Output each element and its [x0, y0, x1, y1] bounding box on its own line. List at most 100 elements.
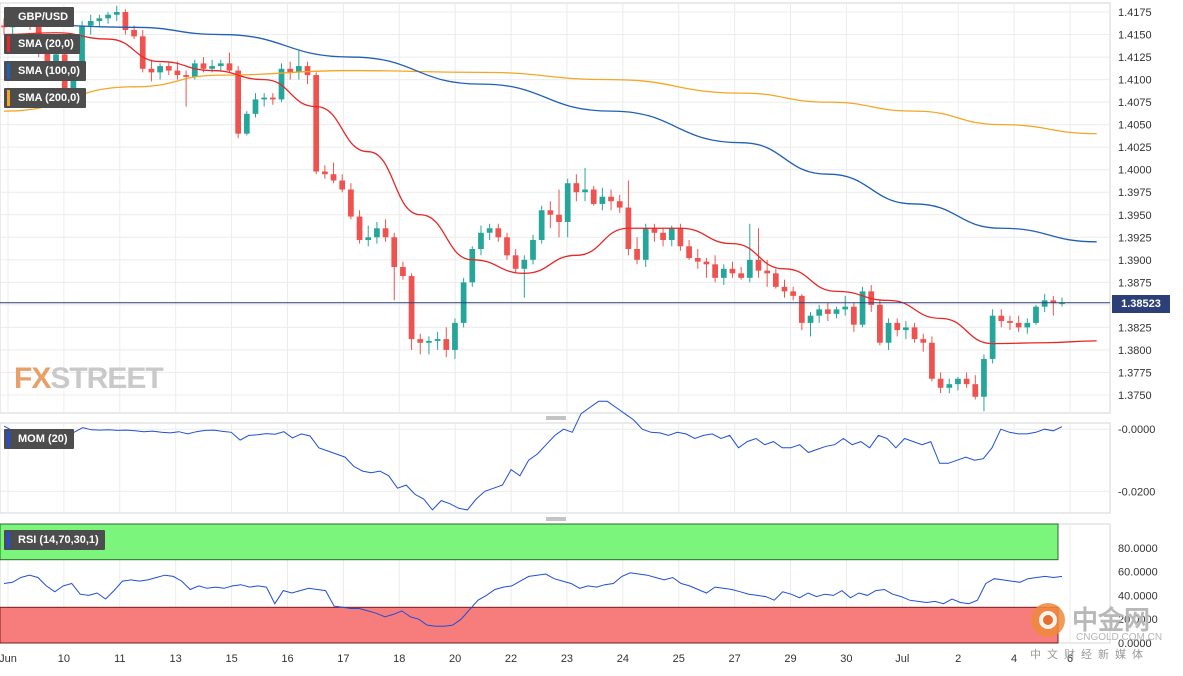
candle-body	[851, 306, 857, 325]
candle-body	[720, 268, 727, 278]
candle-body	[295, 66, 302, 73]
sma200-legend[interactable]: SMA (200,0)	[4, 88, 86, 108]
watermark-fx: FX	[14, 362, 51, 395]
y-tick-label: 1.4075	[1118, 97, 1152, 109]
sma200-swatch	[7, 90, 10, 106]
candle-body	[1050, 300, 1057, 304]
candle-body	[547, 210, 554, 215]
candle-body	[200, 63, 207, 69]
candle-body	[642, 228, 649, 260]
symbol-legend[interactable]: GBP/USD	[4, 7, 75, 27]
candle-body	[434, 339, 441, 341]
candle-body	[165, 66, 172, 71]
candle-body	[807, 315, 814, 323]
y-tick-label: 1.3950	[1118, 210, 1152, 222]
pane-resize-handle[interactable]	[546, 416, 566, 420]
y-tick-label: 1.4025	[1118, 142, 1152, 154]
candle-body	[313, 75, 320, 172]
candle-body	[278, 68, 285, 100]
sma20-legend[interactable]: SMA (20,0)	[4, 34, 80, 54]
candle-body	[677, 228, 684, 247]
candle-body	[486, 228, 493, 233]
rsi-tick-label: 20.0000	[1118, 614, 1158, 626]
candle-body	[96, 18, 103, 22]
candle-body	[261, 97, 268, 100]
pane-resize-handle[interactable]	[546, 517, 566, 521]
candle-body	[816, 309, 823, 316]
candle-body	[712, 264, 718, 278]
mom-legend[interactable]: MOM (20)	[4, 429, 74, 449]
candle-body	[157, 66, 163, 73]
candle-body	[530, 239, 536, 260]
candle-body	[174, 70, 181, 76]
candle-body	[495, 228, 502, 238]
candle-body	[183, 75, 189, 77]
y-tick-label: 1.4125	[1118, 52, 1152, 64]
candle-body	[113, 12, 120, 15]
candle-body	[738, 273, 744, 278]
candle-body	[122, 12, 129, 31]
candle-body	[217, 63, 224, 67]
moving-averages	[0, 23, 1110, 345]
x-tick-label: 20	[449, 653, 461, 665]
candle-body	[651, 228, 658, 233]
mom-swatch	[7, 431, 10, 447]
candle-body	[1007, 321, 1013, 323]
x-tick-label: 16	[281, 653, 293, 665]
candle-body	[339, 180, 346, 190]
x-tick-label: 11	[114, 653, 125, 665]
candle-body	[781, 286, 788, 292]
candle-body	[131, 30, 137, 37]
y-tick-label: 1.3775	[1118, 367, 1152, 379]
rsi-overbought-zone	[0, 523, 1059, 561]
candle-body	[590, 189, 597, 204]
x-tick-label: 24	[617, 653, 629, 665]
candle-body	[417, 339, 424, 343]
candle-body	[746, 259, 753, 278]
candle-body	[833, 309, 840, 314]
rsi-tick-label: 40.0000	[1118, 590, 1158, 602]
sma100-label: SMA (100,0)	[18, 65, 80, 77]
candle-body	[573, 183, 580, 193]
y-tick-label: 1.3825	[1118, 322, 1152, 334]
x-tick-label: 25	[673, 653, 685, 665]
pane-dividers[interactable]	[546, 416, 566, 521]
candle-body	[929, 342, 935, 379]
candle-body	[443, 339, 450, 350]
candle-body	[426, 340, 432, 343]
x-tick-label: 30	[840, 653, 852, 665]
candle-body	[538, 210, 545, 240]
candle-body	[894, 322, 901, 331]
candle-body	[668, 228, 675, 240]
y-tick-label: 1.3900	[1118, 255, 1152, 267]
grid	[0, 3, 1110, 643]
candle-body	[911, 327, 918, 340]
cngold-logo: 中金网 CNGOLD.COM.CN 中文财经新媒体	[1028, 598, 1178, 668]
sma200-line	[3, 69, 1097, 135]
sma20-swatch	[7, 36, 10, 52]
rsi-oversold-zone	[0, 606, 1059, 644]
sma20-label: SMA (20,0)	[18, 38, 74, 50]
candle-body	[365, 237, 372, 240]
sma100-legend[interactable]: SMA (100,0)	[4, 61, 86, 81]
candle-body	[608, 196, 614, 202]
candle-body	[885, 322, 892, 343]
rsi-zones	[0, 523, 1059, 644]
candle-body	[859, 291, 866, 325]
symbol-label: GBP/USD	[18, 11, 69, 23]
candles	[1, 5, 1065, 412]
candle-body	[391, 237, 398, 268]
rsi-legend[interactable]: RSI (14,70,30,1)	[4, 530, 105, 550]
candle-body	[287, 68, 294, 73]
candle-body	[920, 339, 927, 343]
candle-body	[79, 25, 85, 76]
x-tick-label: 18	[393, 653, 405, 665]
candle-body	[382, 228, 389, 238]
candle-body	[946, 384, 953, 388]
candle-body	[356, 216, 363, 240]
candle-body	[105, 14, 111, 19]
candle-body	[972, 384, 979, 397]
rsi-tick-label: 60.0000	[1118, 567, 1158, 579]
mom-line	[3, 400, 1063, 511]
